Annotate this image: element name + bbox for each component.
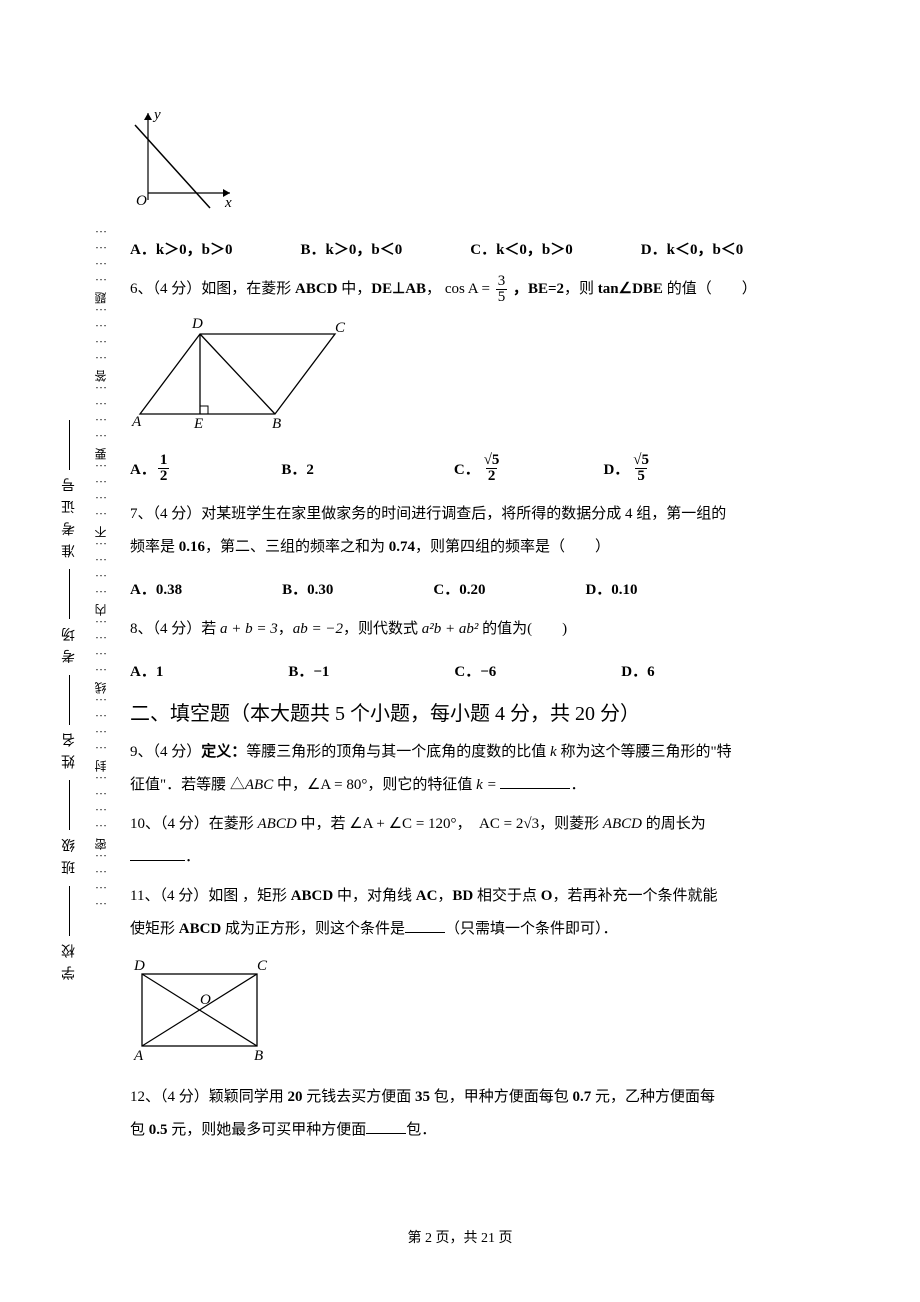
q8-opt-b: B．−1 bbox=[288, 660, 329, 681]
binding-labels: 学校 班级 姓名 考场 准考证号 bbox=[55, 160, 85, 980]
svg-text:D: D bbox=[191, 316, 203, 332]
svg-text:O: O bbox=[136, 193, 147, 209]
q6-opt-b: B．2 bbox=[281, 458, 314, 479]
q7-opt-c: C．0.20 bbox=[433, 578, 485, 599]
svg-text:B: B bbox=[272, 416, 281, 432]
q6-figure: A B C D E bbox=[130, 314, 850, 439]
svg-text:B: B bbox=[254, 1048, 263, 1064]
svg-text:D: D bbox=[133, 958, 145, 974]
q5-opt-d: D．k＜0，b＜0 bbox=[641, 238, 744, 259]
q10-blank bbox=[130, 847, 185, 861]
q6-opt-c: C． √52 bbox=[454, 453, 504, 484]
q8-text: 8、（4 分）若 a + b = 3，ab = −2，则代数式 a²b + ab… bbox=[130, 613, 850, 646]
main-content: O x y A．k＞0，b＞0 B．k＞0，b＜0 C．k＜0，b＞0 D．k＜… bbox=[130, 105, 850, 1153]
q8-opt-c: C．−6 bbox=[454, 660, 496, 681]
svg-text:x: x bbox=[224, 195, 232, 211]
q9-text: 9、（4 分）定义：等腰三角形的顶角与其一个底角的度数的比值 k 称为这个等腰三… bbox=[130, 736, 850, 802]
q5-options: A．k＞0，b＞0 B．k＞0，b＜0 C．k＜0，b＞0 D．k＜0，b＜0 bbox=[130, 238, 850, 259]
svg-text:A: A bbox=[131, 414, 142, 430]
sealed-line-column: …………密…………封…………线…………内…………不…………要…………答…………题… bbox=[90, 160, 110, 980]
section-2-heading: 二、填空题（本大题共 5 个小题，每小题 4 分，共 20 分） bbox=[130, 697, 850, 726]
svg-text:C: C bbox=[257, 958, 268, 974]
side-text: 学校 班级 姓名 考场 准考证号 bbox=[60, 420, 80, 980]
q6-opt-a: A． 12 bbox=[130, 453, 171, 484]
q6-text: 6、（4 分）如图，在菱形 ABCD 中，DE⊥AB， cos A = 35 ，… bbox=[130, 273, 850, 306]
q8-options: A．1 B．−1 C．−6 D．6 bbox=[130, 660, 850, 681]
q8-opt-d: D．6 bbox=[621, 660, 654, 681]
q7-opt-b: B．0.30 bbox=[282, 578, 333, 599]
page-footer: 第 2 页，共 21 页 bbox=[0, 1227, 920, 1247]
q9-blank bbox=[500, 775, 570, 789]
q5-opt-c: C．k＜0，b＞0 bbox=[470, 238, 573, 259]
q11-blank bbox=[405, 919, 445, 933]
sealed-line-text: …………密…………封…………线…………内…………不…………要…………答…………题… bbox=[92, 226, 109, 914]
svg-text:O: O bbox=[200, 992, 211, 1008]
svg-text:A: A bbox=[133, 1048, 144, 1064]
svg-text:E: E bbox=[193, 416, 203, 432]
q10-text: 10、（4 分）在菱形 ABCD 中，若 ∠A + ∠C = 120°， AC … bbox=[130, 808, 850, 874]
q7-opt-d: D．0.10 bbox=[585, 578, 637, 599]
q5-graph: O x y bbox=[130, 105, 850, 220]
q12-text: 12、（4 分）颖颖同学用 20 元钱去买方便面 35 包，甲种方便面每包 0.… bbox=[130, 1081, 850, 1147]
svg-text:y: y bbox=[152, 107, 161, 123]
q11-text: 11、（4 分）如图 ，矩形 ABCD 中，对角线 AC，BD 相交于点 O，若… bbox=[130, 880, 850, 946]
q7-text: 7、（4 分）对某班学生在家里做家务的时间进行调查后，将所得的数据分成 4 组，… bbox=[130, 498, 850, 564]
svg-text:C: C bbox=[335, 320, 346, 336]
q6-options: A． 12 B．2 C． √52 D． √55 bbox=[130, 453, 850, 484]
q5-opt-a: A．k＞0，b＞0 bbox=[130, 238, 233, 259]
q12-blank bbox=[366, 1120, 406, 1134]
q7-options: A．0.38 B．0.30 C．0.20 D．0.10 bbox=[130, 578, 850, 599]
q7-opt-a: A．0.38 bbox=[130, 578, 182, 599]
q5-opt-b: B．k＞0，b＜0 bbox=[301, 238, 403, 259]
q11-figure: A B C D O bbox=[130, 956, 850, 1071]
q6-opt-d: D． √55 bbox=[603, 453, 653, 484]
q8-opt-a: A．1 bbox=[130, 660, 163, 681]
